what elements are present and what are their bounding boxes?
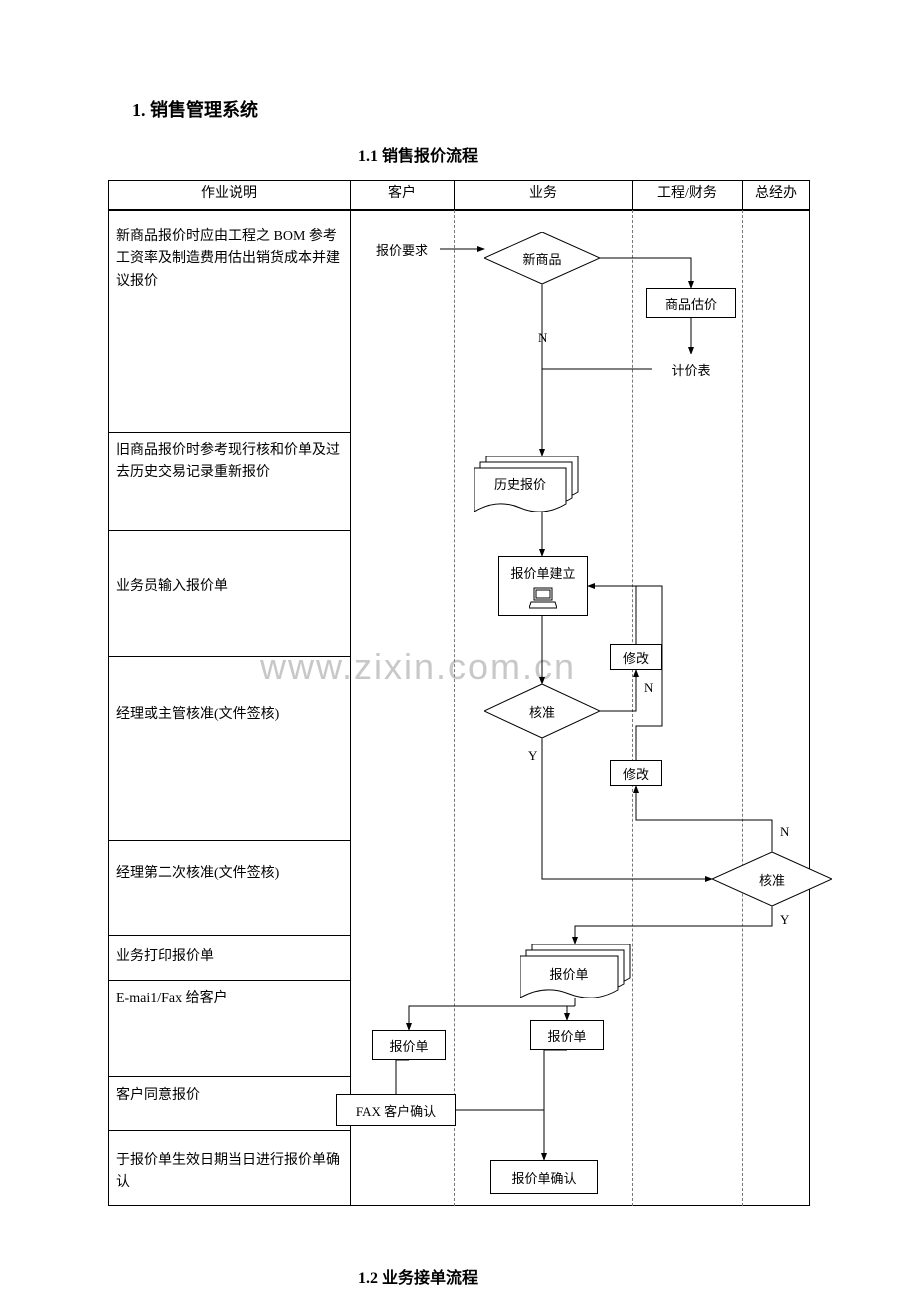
heading-2b: 1.2 业务接单流程 xyxy=(358,1264,478,1288)
node-quote-cust-1: 报价单 xyxy=(372,1030,446,1060)
node-history: 历史报价 xyxy=(474,456,590,512)
rowdesc-6: E-mai1/Fax 给客户 xyxy=(116,988,344,1010)
colhdr-gm: 总经办 xyxy=(742,180,810,210)
lane-div-2 xyxy=(632,210,633,1206)
node-price-table: 计价表 xyxy=(652,354,730,384)
edge-label-Y2: Y xyxy=(780,912,789,928)
rowsep-2 xyxy=(108,656,350,657)
rowsep-6 xyxy=(108,1130,350,1131)
node-create-quote: 报价单建立 xyxy=(498,556,588,616)
rowsep-3 xyxy=(108,840,350,841)
page: 1. 销售管理系统 1.1 销售报价流程 www.zixin.com.cn 作业… xyxy=(0,0,920,1302)
rowdesc-1: 旧商品报价时参考现行核和价单及过去历史交易记录重新报价 xyxy=(116,440,344,485)
rowdesc-3: 经理或主管核准(文件签核) xyxy=(116,704,344,726)
computer-icon xyxy=(529,586,557,610)
flowchart-frame xyxy=(108,180,810,1206)
heading-2a: 1.1 销售报价流程 xyxy=(358,142,478,166)
rowsep-1 xyxy=(108,530,350,531)
rowsep-4 xyxy=(108,935,350,936)
hdr-v3 xyxy=(742,180,743,210)
edge-label-Y1: Y xyxy=(528,748,537,764)
header-sep xyxy=(108,210,810,211)
hdr-v1 xyxy=(454,180,455,210)
edge-label-N1: N xyxy=(538,330,547,346)
node-quote-confirm: 报价单确认 xyxy=(490,1160,598,1194)
node-quote-cust-2: 报价单 xyxy=(530,1020,604,1050)
rowdesc-2: 业务员输入报价单 xyxy=(116,576,344,598)
lane-div-0 xyxy=(350,180,351,1206)
node-fax-confirm: FAX 客户确认 xyxy=(336,1094,456,1126)
rowsep-5 xyxy=(108,1076,350,1077)
rowdesc-7: 客户同意报价 xyxy=(116,1085,344,1107)
node-approval-1: 核准 xyxy=(484,684,600,738)
node-approval-2: 核准 xyxy=(712,852,832,906)
node-new-product: 新商品 xyxy=(484,232,600,284)
edge-label-N2: N xyxy=(644,680,653,696)
colhdr-cust: 客户 xyxy=(350,180,454,210)
node-modify-2: 修改 xyxy=(610,760,662,786)
node-request: 报价要求 xyxy=(364,234,440,264)
rowdesc-0: 新商品报价时应由工程之 BOM 参考工资率及制造费用估出销货成本并建议报价 xyxy=(116,226,344,293)
node-estimate: 商品估价 xyxy=(646,288,736,318)
lane-div-3 xyxy=(742,210,743,1206)
node-modify-1: 修改 xyxy=(610,644,662,670)
colhdr-biz: 业务 xyxy=(454,180,632,210)
rowsep-0 xyxy=(108,432,350,433)
node-quote-doc-biz: 报价单 xyxy=(520,944,642,998)
rowsep-4b xyxy=(108,980,350,981)
hdr-v2 xyxy=(632,180,633,210)
rowdesc-5: 业务打印报价单 xyxy=(116,946,344,968)
lane-div-1 xyxy=(454,210,455,1206)
colhdr-desc: 作业说明 xyxy=(108,180,350,210)
edge-label-N3: N xyxy=(780,824,789,840)
rowdesc-8: 于报价单生效日期当日进行报价单确认 xyxy=(116,1150,344,1195)
heading-1: 1. 销售管理系统 xyxy=(132,96,258,122)
colhdr-eng: 工程/财务 xyxy=(632,180,742,210)
rowdesc-4: 经理第二次核准(文件签核) xyxy=(116,863,344,885)
